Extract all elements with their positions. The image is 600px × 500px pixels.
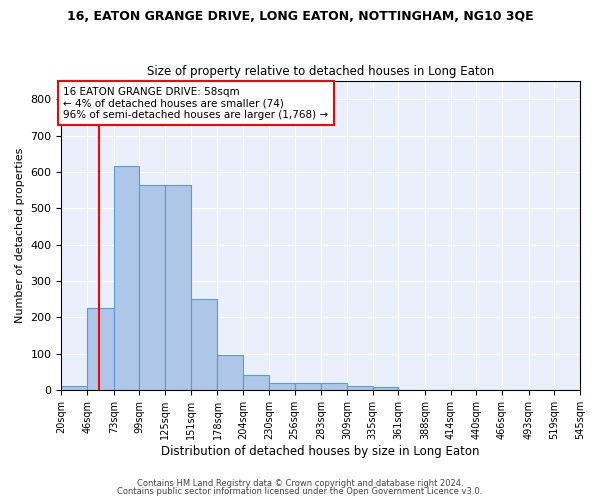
Title: Size of property relative to detached houses in Long Eaton: Size of property relative to detached ho…: [147, 66, 494, 78]
Bar: [243, 374, 269, 390]
Bar: [373, 388, 398, 390]
Bar: [139, 184, 165, 390]
Bar: [191, 299, 217, 390]
Text: Contains HM Land Registry data © Crown copyright and database right 2024.: Contains HM Land Registry data © Crown c…: [137, 478, 463, 488]
Bar: [217, 355, 243, 390]
Bar: [269, 382, 295, 390]
Text: 16 EATON GRANGE DRIVE: 58sqm
← 4% of detached houses are smaller (74)
96% of sem: 16 EATON GRANGE DRIVE: 58sqm ← 4% of det…: [64, 86, 329, 120]
Y-axis label: Number of detached properties: Number of detached properties: [15, 148, 25, 323]
Bar: [61, 386, 87, 390]
Bar: [321, 382, 347, 390]
Text: Contains public sector information licensed under the Open Government Licence v3: Contains public sector information licen…: [118, 487, 482, 496]
Bar: [347, 386, 373, 390]
Bar: [295, 382, 321, 390]
Text: 16, EATON GRANGE DRIVE, LONG EATON, NOTTINGHAM, NG10 3QE: 16, EATON GRANGE DRIVE, LONG EATON, NOTT…: [67, 10, 533, 23]
Bar: [165, 184, 191, 390]
Bar: [87, 308, 114, 390]
X-axis label: Distribution of detached houses by size in Long Eaton: Distribution of detached houses by size …: [161, 444, 480, 458]
Bar: [114, 166, 139, 390]
